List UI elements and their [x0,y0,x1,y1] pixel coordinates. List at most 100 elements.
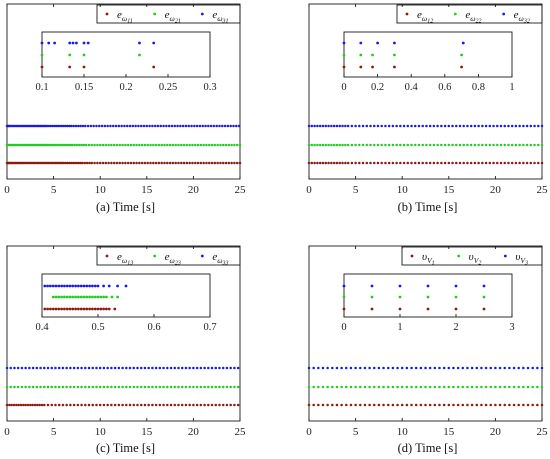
event-marker [43,403,46,407]
event-marker [417,124,421,128]
legend-label: υV2 [469,251,482,267]
inset-event-marker [105,307,108,311]
inset-series-level-3 [342,284,486,288]
event-marker [522,366,525,370]
event-marker [377,385,381,389]
event-marker [469,143,473,147]
event-marker [233,143,236,147]
inset-event-marker [60,295,63,299]
legend-marker [153,12,157,16]
event-marker [451,161,454,165]
inset-zoom: 0 1 2 3 [341,273,515,333]
event-marker [496,161,499,165]
event-marker [321,143,325,147]
inset-event-marker [398,307,402,311]
event-marker [166,161,169,165]
event-marker [380,161,383,165]
inset-x-tick-label: 2 [453,322,458,333]
event-marker [317,385,320,389]
event-marker [38,403,41,407]
event-marker [440,143,443,147]
event-marker [192,385,195,389]
event-marker [47,124,51,128]
inset-event-marker [454,284,458,288]
event-marker [117,385,121,389]
event-marker [205,143,208,147]
event-marker [145,124,149,128]
event-marker [98,385,102,389]
event-marker [218,366,221,370]
event-marker [159,124,163,128]
plot-frame [6,3,241,180]
event-marker [68,161,71,165]
event-marker [163,143,166,147]
event-marker [29,403,32,407]
event-marker [377,403,381,407]
event-marker [233,385,236,389]
x-tick-label: 15 [141,184,153,196]
x-tick-label: 15 [141,426,153,438]
inset-event-marker [96,284,100,288]
event-marker [195,403,199,407]
event-marker [358,124,361,128]
inset-event-marker [77,284,80,288]
event-marker [321,403,325,407]
event-marker [226,124,230,128]
event-marker [56,143,59,147]
x-tick-label: 10 [397,426,409,438]
event-marker [344,143,347,147]
legend-box [396,4,543,24]
inset-event-marker [482,307,486,311]
event-marker [176,124,179,128]
inset-series-level-3 [40,41,156,45]
event-marker [146,143,149,147]
inset-event-marker [93,295,97,299]
event-marker [440,161,443,165]
event-marker [8,403,11,407]
event-marker [361,143,365,147]
event-marker [43,385,46,389]
chart-panel-b: 0 5 10 15 20 25 (b) Time [s] 0 0.2 0.4 0.6 0.8 1 eω12… [306,3,548,214]
event-marker [537,143,540,147]
event-marker [199,385,203,389]
event-marker [508,385,511,389]
event-marker [106,124,109,128]
inset-x-tick-label: 0.1 [35,82,48,93]
event-marker [402,124,406,128]
event-marker [410,161,413,165]
inset-series-level-1 [342,307,486,311]
event-marker [307,385,311,389]
event-marker [503,366,506,370]
event-marker [396,366,399,370]
event-marker [166,366,169,370]
event-marker [307,124,311,128]
event-marker [510,124,514,128]
event-marker [507,124,510,128]
series-level-3 [307,366,544,370]
event-marker [191,161,194,165]
inset-event-marker [65,284,69,288]
event-marker [81,161,84,165]
event-marker [316,124,319,128]
event-marker [112,161,116,165]
event-marker [76,366,80,370]
event-marker [113,403,117,407]
event-marker [236,385,240,389]
event-marker [5,385,9,389]
inset-event-marker [102,295,105,299]
event-marker [419,403,423,407]
event-marker [469,161,473,165]
event-marker [57,403,61,407]
event-marker [124,161,127,165]
event-marker [321,366,325,370]
event-marker [102,403,106,407]
event-marker [349,385,353,389]
event-marker [72,124,75,128]
event-marker [499,124,503,128]
event-marker [76,385,80,389]
event-marker [410,143,413,147]
inset-event-marker [54,295,58,299]
event-marker [365,124,369,128]
event-marker [95,403,98,407]
